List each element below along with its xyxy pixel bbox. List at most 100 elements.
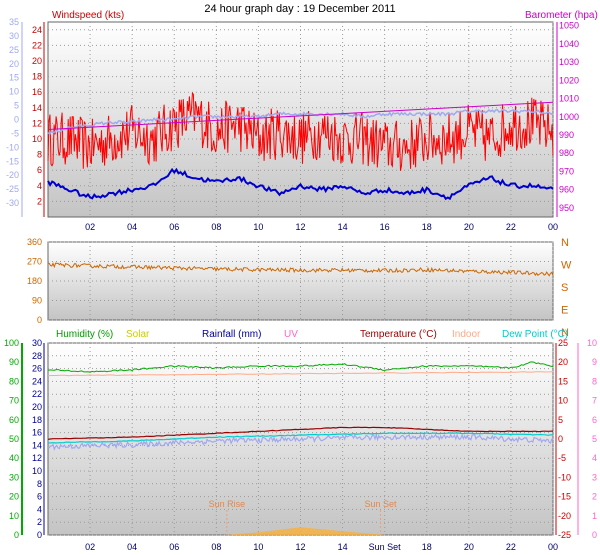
temperature-humidity-panel: Humidity (%) Solar Rainfall (mm) UV Temperat… <box>4 329 597 552</box>
x-tick-label: 10 <box>253 542 263 552</box>
baro-tick-label: 1020 <box>559 75 579 85</box>
uv-tick-label: 5 <box>592 434 597 444</box>
temp-tick-label: 15 <box>558 376 568 386</box>
wind-tick-label: 14 <box>32 103 42 113</box>
temp-tick-label: -10 <box>558 472 571 482</box>
x-tick-label: 08 <box>211 542 221 552</box>
outer-tick-label: -10 <box>6 142 19 152</box>
wind-plot-area <box>47 21 554 218</box>
compass-label: W <box>561 260 572 272</box>
direction-tick-label: 90 <box>32 296 42 306</box>
barometer-label: Barometer (hpa) <box>525 10 598 21</box>
rain-tick-label: 22 <box>32 389 42 399</box>
compass-label: N <box>561 327 569 339</box>
temp-tick-label: -25 <box>558 530 571 540</box>
x-tick-label: 06 <box>169 222 179 232</box>
uv-tick-label: 8 <box>592 376 597 386</box>
wind-tick-label: 12 <box>32 118 42 128</box>
wind-tick-label: 24 <box>32 25 42 35</box>
baro-tick-label: 1000 <box>559 112 579 122</box>
wind-tick-label: 6 <box>37 165 42 175</box>
barometer-series <box>47 101 554 130</box>
baro-tick-label: 970 <box>559 166 574 176</box>
temperature-series <box>47 426 554 440</box>
outer-tick-label: 10 <box>9 87 19 97</box>
x-tick-label: 00 <box>548 222 558 232</box>
rain-tick-label: 6 <box>37 492 42 502</box>
baro-tick-label: 950 <box>559 203 574 213</box>
x-tick-label: 02 <box>85 542 95 552</box>
baro-tick-label: 960 <box>559 185 574 195</box>
uv-tick-label: 10 <box>587 338 597 348</box>
baro-tick-label: 1050 <box>559 21 579 31</box>
legend-item: Temperature (°C) <box>360 329 437 340</box>
humidity-tick-label: 60 <box>9 415 19 425</box>
windspeed-avg-series <box>47 167 554 201</box>
outer-tick-label: 35 <box>9 17 19 27</box>
temp-tick-label: 5 <box>558 415 563 425</box>
humidity-tick-label: 50 <box>9 434 19 444</box>
temp-tick-label: 10 <box>558 396 568 406</box>
x-tick-label: 08 <box>211 222 221 232</box>
wind-barometer-panel: 24 hour graph day : 19 December 2011 Win… <box>6 3 598 232</box>
x-tick-label: 20 <box>464 542 474 552</box>
outer-tick-label: 30 <box>9 31 19 41</box>
indoor-series <box>47 371 554 377</box>
compass-label: N <box>561 237 569 249</box>
uv-tick-label: 4 <box>592 453 597 463</box>
humidity-tick-label: 80 <box>9 376 19 386</box>
baro-tick-label: 1030 <box>559 57 579 67</box>
x-tick-label: Sun Set <box>369 542 402 552</box>
x-tick-label: 18 <box>422 222 432 232</box>
outer-tick-label: 5 <box>14 101 19 111</box>
rain-tick-label: 30 <box>32 338 42 348</box>
x-tick-label: 22 <box>506 542 516 552</box>
rain-tick-label: 26 <box>32 364 42 374</box>
humidity-tick-label: 90 <box>9 357 19 367</box>
humidity-tick-label: 70 <box>9 396 19 406</box>
wind-tick-label: 8 <box>37 150 42 160</box>
outer-tick-label: 20 <box>9 59 19 69</box>
wind-direction-series <box>47 262 554 277</box>
direction-tick-label: 360 <box>27 237 42 247</box>
legend-item: Dew Point (°C) <box>502 329 568 340</box>
sun-rise-label: Sun Rise <box>209 499 246 509</box>
direction-tick-label: 270 <box>27 257 42 267</box>
rain-tick-label: 18 <box>32 415 42 425</box>
humidity-tick-label: 0 <box>14 530 19 540</box>
rain-tick-label: 8 <box>37 479 42 489</box>
uv-tick-label: 1 <box>592 511 597 521</box>
baro-tick-label: 1040 <box>559 39 579 49</box>
outer-tick-label: -25 <box>6 184 19 194</box>
rain-tick-label: 0 <box>37 530 42 540</box>
rain-tick-label: 2 <box>37 517 42 527</box>
humidity-series <box>47 361 554 373</box>
humidity-tick-label: 10 <box>9 511 19 521</box>
humidity-tick-label: 40 <box>9 453 19 463</box>
wind-tick-label: 10 <box>32 134 42 144</box>
x-tick-label: 10 <box>253 222 263 232</box>
uv-tick-label: 6 <box>592 415 597 425</box>
uv-tick-label: 2 <box>592 492 597 502</box>
dew_point-series <box>47 432 554 444</box>
rain-tick-label: 14 <box>32 440 42 450</box>
uv-tick-label: 0 <box>592 530 597 540</box>
direction-tick-label: 180 <box>27 276 42 286</box>
temp-tick-label: -5 <box>558 453 566 463</box>
rain-tick-label: 20 <box>32 402 42 412</box>
wind-tick-label: 16 <box>32 87 42 97</box>
temp-tick-label: 0 <box>558 434 563 444</box>
x-tick-label: 02 <box>85 222 95 232</box>
x-tick-label: 16 <box>380 222 390 232</box>
outer-tick-label: -20 <box>6 170 19 180</box>
legend-item: Rainfall (mm) <box>202 329 261 340</box>
rain-tick-label: 12 <box>32 453 42 463</box>
outer-scale-series <box>47 108 554 136</box>
temp-tick-label: -20 <box>558 511 571 521</box>
x-tick-label: 04 <box>127 542 137 552</box>
legend-item: UV <box>284 329 298 340</box>
rain-tick-label: 10 <box>32 466 42 476</box>
compass-label: S <box>561 282 568 294</box>
